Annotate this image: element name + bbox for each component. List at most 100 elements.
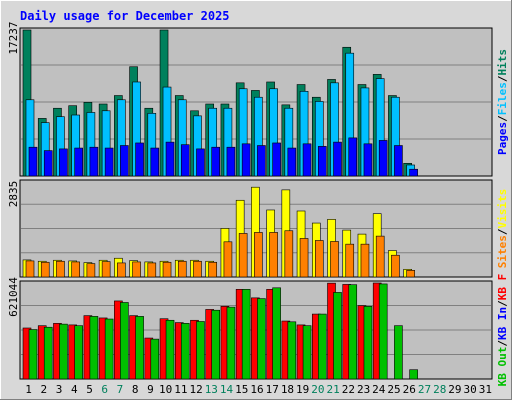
- bar-sites-day-20: [314, 240, 324, 278]
- panel-visits-sites: 2835 Sites/Visits: [7, 179, 509, 278]
- day-label-28: 28: [433, 383, 446, 396]
- bar-sites-day-4: [71, 261, 80, 278]
- bar-sites-day-1: [25, 260, 35, 278]
- bar-pages-day-21: [333, 141, 342, 177]
- bar-kb-out-day-2: [43, 326, 53, 380]
- bar-kb-out-day-12: [196, 321, 205, 380]
- day-label-11: 11: [174, 383, 187, 396]
- day-label-30: 30: [464, 383, 477, 396]
- bar-pages-day-24: [378, 140, 388, 177]
- bar-sites-day-10: [162, 261, 172, 278]
- bar-pages-day-13: [211, 146, 221, 177]
- legend-kb-in: KB In: [496, 307, 509, 340]
- bar-pages-day-7: [120, 145, 129, 177]
- bar-sites-day-25: [391, 254, 400, 278]
- day-label-25: 25: [387, 383, 400, 396]
- bar-pages-day-12: [196, 148, 205, 177]
- day-label-22: 22: [342, 383, 355, 396]
- bar-pages-day-25: [394, 145, 403, 177]
- bar-pages-day-1: [28, 146, 38, 177]
- day-label-1: 1: [25, 383, 32, 396]
- day-label-2: 2: [41, 383, 48, 396]
- bar-kb-out-day-16: [257, 298, 266, 380]
- bar-pages-day-20: [317, 146, 327, 177]
- bar-kb-out-day-1: [28, 329, 38, 380]
- bar-sites-day-15: [238, 233, 248, 278]
- bar-pages-day-18: [287, 147, 297, 177]
- day-label-31: 31: [479, 383, 492, 396]
- day-label-5: 5: [86, 383, 93, 396]
- day-label-12: 12: [189, 383, 202, 396]
- day-label-4: 4: [71, 383, 78, 396]
- bar-sites-day-2: [40, 261, 50, 278]
- legend-separator: /: [496, 75, 509, 82]
- bar-pages-day-6: [104, 147, 114, 177]
- legend-text: Pages/Files/Hits: [496, 49, 509, 155]
- bar-kb-out-day-19: [302, 325, 312, 380]
- bar-pages-day-9: [150, 147, 160, 177]
- day-label-18: 18: [281, 383, 294, 396]
- bar-sites-day-9: [147, 262, 157, 278]
- bar-pages-day-8: [135, 142, 144, 177]
- bar-sites-day-16: [254, 232, 263, 278]
- bar-pages-day-16: [257, 145, 266, 177]
- bar-pages-day-15: [241, 143, 251, 177]
- bar-kb-out-day-20: [317, 313, 327, 380]
- bar-pages-day-4: [74, 147, 83, 177]
- legend-separator: /: [496, 300, 509, 307]
- bar-sites-day-18: [284, 230, 294, 278]
- bar-kb-out-day-10: [165, 319, 175, 380]
- legend: Sites/Visits: [496, 189, 509, 269]
- bar-kb-out-day-9: [150, 338, 160, 380]
- bar-pages-day-10: [165, 141, 175, 177]
- legend-visits: Visits: [496, 189, 509, 229]
- day-labels: 1 2 3 4 5 6 7 8 9 10 11 12 13 14 15 16 17 18 19 20 21 22 23 24 2…: [25, 383, 492, 396]
- bar-pages-day-26: [409, 168, 418, 177]
- bar-kb-out-day-24: [378, 283, 388, 380]
- legend-pages: Pages: [496, 122, 509, 155]
- scale-label: 17237: [7, 21, 20, 54]
- bar-kb-out-day-15: [241, 289, 251, 380]
- bar-pages-day-11: [180, 144, 190, 177]
- bar-sites-day-6: [101, 261, 111, 278]
- day-label-6: 6: [101, 383, 108, 396]
- legend-text: KB Out/KB In/KB F: [496, 274, 509, 387]
- bar-kb-out-day-8: [135, 316, 144, 380]
- bar-kb-out-day-3: [59, 323, 68, 380]
- day-label-15: 15: [235, 383, 248, 396]
- bar-sites-day-3: [56, 260, 65, 278]
- legend-separator: /: [496, 115, 509, 122]
- day-label-26: 26: [403, 383, 416, 396]
- legend-kb-out: KB Out: [496, 347, 509, 387]
- bar-pages-day-19: [302, 143, 312, 177]
- bar-sites-day-13: [208, 261, 218, 278]
- day-label-24: 24: [372, 383, 386, 396]
- bar-sites-day-7: [117, 262, 126, 278]
- bar-kb-out-day-14: [226, 306, 236, 380]
- bar-sites-day-8: [132, 261, 141, 278]
- bar-sites-day-24: [375, 235, 385, 278]
- day-label-10: 10: [159, 383, 172, 396]
- bar-sites-day-11: [177, 260, 187, 278]
- bar-kb-out-day-4: [74, 325, 83, 380]
- bar-kb-out-day-17: [272, 287, 281, 380]
- day-label-17: 17: [266, 383, 279, 396]
- bar-kb-out-day-23: [363, 306, 373, 380]
- bar-pages-day-5: [89, 146, 99, 177]
- day-label-8: 8: [132, 383, 139, 396]
- bar-pages-day-3: [59, 148, 68, 177]
- bar-kb-out-day-18: [287, 321, 297, 380]
- bar-sites-day-21: [330, 241, 339, 278]
- panel-hits-files-pages: 17237 Pages/Files/Hits: [7, 21, 509, 177]
- day-label-3: 3: [56, 383, 63, 396]
- scale-label: 2835: [7, 181, 20, 208]
- bar-sites-day-5: [86, 263, 96, 278]
- bar-kb-out-day-6: [104, 318, 114, 380]
- legend-kb-f: KB F: [496, 274, 509, 301]
- bar-kb-out-day-13: [211, 309, 221, 380]
- legend-hits: Hits: [496, 49, 509, 76]
- legend: Pages/Files/Hits: [496, 49, 509, 155]
- chart-title: Daily usage for December 2025: [20, 9, 230, 23]
